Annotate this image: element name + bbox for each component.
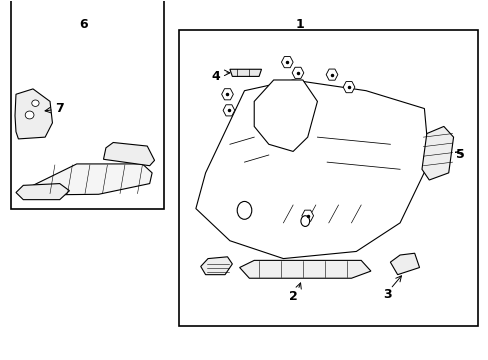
Ellipse shape: [300, 216, 309, 226]
Polygon shape: [389, 253, 419, 275]
Polygon shape: [291, 67, 303, 78]
Text: 4: 4: [210, 70, 219, 83]
Polygon shape: [421, 126, 453, 180]
Ellipse shape: [237, 202, 251, 219]
Polygon shape: [33, 164, 152, 195]
Polygon shape: [221, 89, 233, 100]
Polygon shape: [301, 210, 313, 221]
Polygon shape: [15, 89, 52, 139]
Polygon shape: [103, 143, 154, 166]
Polygon shape: [343, 82, 354, 93]
Text: 1: 1: [295, 18, 304, 31]
Polygon shape: [239, 260, 370, 278]
Bar: [179, 30, 477, 327]
Polygon shape: [325, 69, 337, 80]
Polygon shape: [229, 69, 261, 76]
Text: 3: 3: [383, 288, 391, 301]
Text: 5: 5: [456, 148, 464, 162]
Text: 2: 2: [288, 289, 297, 303]
Polygon shape: [201, 257, 232, 275]
Polygon shape: [223, 105, 234, 116]
Text: 7: 7: [55, 102, 64, 115]
Ellipse shape: [32, 100, 39, 107]
Polygon shape: [196, 80, 428, 258]
Ellipse shape: [25, 111, 34, 119]
Text: 6: 6: [80, 18, 88, 31]
Bar: [11, 0, 164, 208]
Polygon shape: [254, 80, 317, 152]
Polygon shape: [16, 184, 69, 200]
Polygon shape: [281, 57, 292, 68]
